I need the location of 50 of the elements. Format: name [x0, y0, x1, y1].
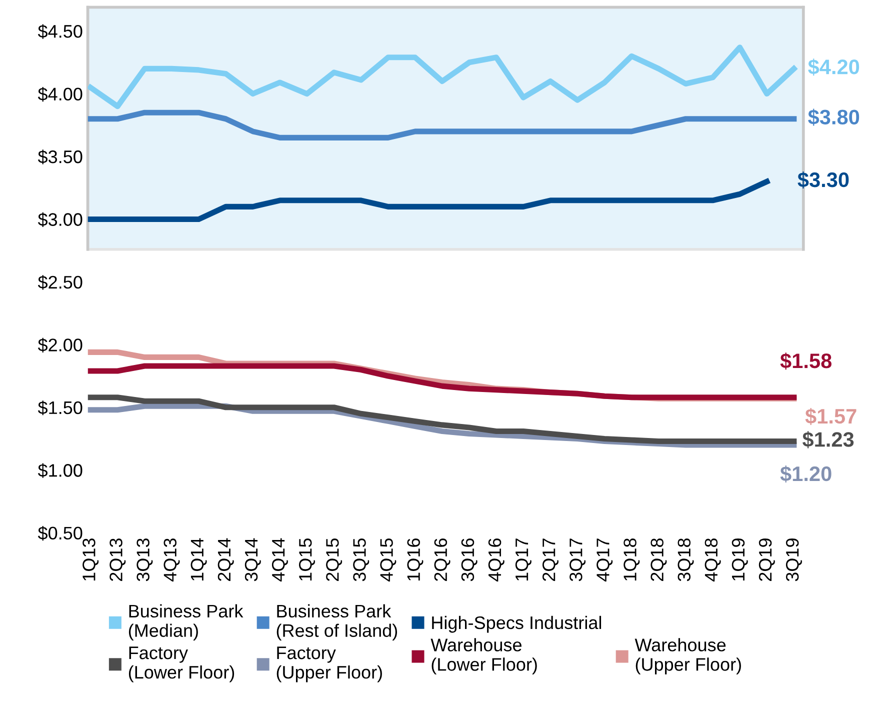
data-label: $1.58	[780, 352, 832, 370]
x-tick-label: 1Q18	[624, 538, 640, 580]
data-label: $1.57	[805, 408, 856, 425]
y-tick-label: $4.50	[38, 24, 82, 39]
legend-label: Factory (Lower Floor)	[128, 646, 234, 682]
x-tick-label: 3Q18	[678, 538, 694, 582]
x-tick-label: 2Q17	[542, 538, 558, 581]
x-tick-label: 4Q14	[272, 538, 288, 582]
x-tick-label: 1Q13	[82, 538, 99, 580]
x-tick-label: 3Q14	[244, 538, 261, 582]
y-tick-label: $3.50	[38, 150, 82, 164]
data-label: $1.23	[802, 431, 854, 448]
y-tick-label: $1.00	[38, 463, 82, 478]
x-tick-label: 1Q15	[298, 538, 316, 580]
y-tick-label: $2.50	[38, 275, 82, 290]
y-tick-label: $4.00	[38, 86, 82, 102]
legend-label: Warehouse (Lower Floor)	[430, 638, 537, 674]
x-tick-label: 2Q13	[110, 538, 126, 581]
x-tick-label: 1Q14	[190, 538, 207, 580]
x-tick-label: 2Q19	[758, 538, 775, 581]
x-tick-label: 1Q19	[732, 538, 748, 580]
x-tick-label: 2Q14	[218, 538, 234, 581]
x-tick-label: 4Q13	[164, 538, 180, 582]
data-label: $3.30	[798, 172, 849, 189]
legend-label: Business Park (Rest of Island)	[276, 604, 398, 641]
x-tick-label: 2Q15	[326, 538, 342, 581]
x-tick-label: 3Q15	[353, 538, 370, 582]
x-tick-label: 4Q15	[380, 538, 396, 582]
x-tick-label: 3Q19	[786, 538, 802, 582]
y-tick-label: $1.50	[38, 400, 82, 416]
x-tick-label: 3Q13	[136, 538, 153, 582]
y-tick-label: $0.50	[38, 526, 82, 541]
legend-label: Factory (Upper Floor)	[276, 646, 382, 682]
x-tick-label: 4Q17	[596, 538, 613, 582]
y-tick-label: $2.00	[38, 338, 82, 352]
data-label: $4.20	[808, 58, 860, 76]
x-tick-label: 1Q16	[407, 538, 424, 580]
x-tick-label: 4Q16	[488, 538, 504, 582]
legend-label: Business Park (Median)	[128, 604, 244, 641]
data-label: $3.80	[808, 108, 860, 126]
legend-label: High-Specs Industrial	[432, 616, 602, 633]
data-label: $1.20	[780, 466, 832, 483]
y-tick-label: $3.00	[38, 212, 82, 228]
x-tick-label: 1Q17	[515, 538, 532, 580]
x-tick-label: 3Q17	[570, 538, 586, 582]
x-tick-label: 4Q18	[704, 538, 721, 582]
x-tick-label: 2Q16	[434, 538, 450, 581]
legend-label: Warehouse (Upper Floor)	[634, 638, 741, 674]
x-tick-label: 3Q16	[461, 538, 478, 582]
x-tick-label: 2Q18	[650, 538, 667, 581]
